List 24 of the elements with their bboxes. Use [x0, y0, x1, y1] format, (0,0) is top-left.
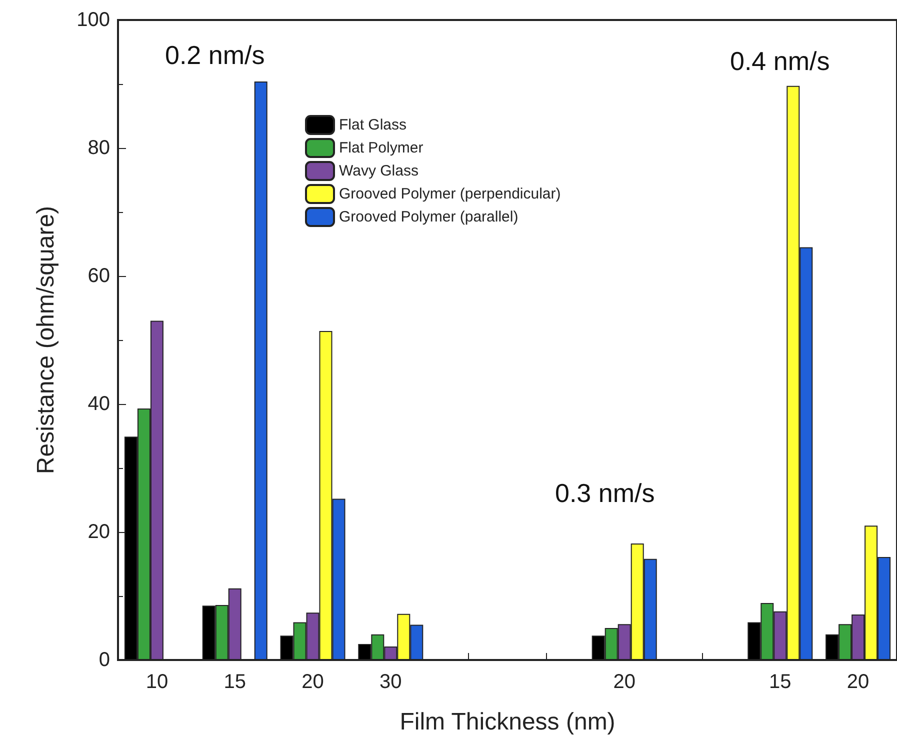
x-tick-label: 20: [846, 671, 870, 693]
legend-label: Flat Polymer: [339, 140, 424, 156]
y-tick-label: 60: [88, 265, 110, 287]
x-axis-title: Film Thickness (nm): [400, 708, 616, 736]
legend-label: Grooved Polymer (parallel): [339, 208, 518, 226]
x-tick-label: 15: [769, 671, 792, 693]
y-tick-label: 20: [88, 521, 110, 543]
annotation: 0.4 nm/s: [730, 46, 830, 76]
y-tick-label: 40: [88, 393, 110, 415]
x-tick-label: 30: [380, 671, 402, 693]
legend-label: Grooved Polymer (perpendicular): [339, 186, 561, 202]
y-tick-label: 80: [88, 137, 110, 159]
y-tick-label: 0: [98, 649, 110, 671]
legend-label: Flat Glass: [339, 116, 407, 134]
x-tick-label: 20: [302, 671, 324, 693]
x-tick-label: 10: [146, 671, 168, 693]
y-tick-label: 100: [76, 9, 110, 31]
y-axis-title: Resistance (ohm/square): [32, 206, 60, 474]
annotation: 0.3 nm/s: [555, 478, 655, 508]
legend-label: Wavy Glass: [339, 162, 418, 180]
x-tick-label: 15: [224, 671, 246, 693]
annotation: 0.2 nm/s: [165, 40, 265, 70]
x-tick-label: 20: [613, 671, 636, 693]
bar: [254, 81, 268, 660]
